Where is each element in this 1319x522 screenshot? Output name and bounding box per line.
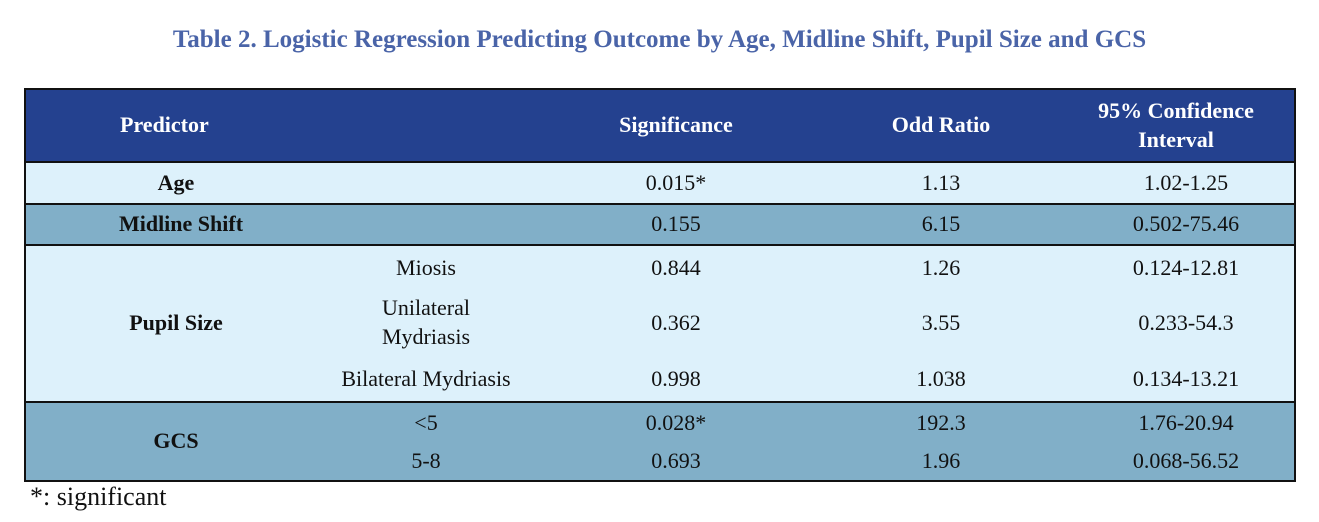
age-odd-ratio: 1.13 — [921, 169, 961, 195]
gcs-5-8-ci: 0.068-56.52 — [1132, 448, 1240, 474]
unilateral-significance: 0.362 — [651, 309, 701, 335]
gcs-under-5-ci: 1.76-20.94 — [1138, 409, 1234, 435]
row-label-age: Age — [157, 169, 195, 195]
gcs-under-5-odd-ratio: 192.3 — [916, 409, 966, 435]
gcs-5-8-significance: 0.693 — [651, 448, 701, 474]
gcs-sub-5-8: 5-8 — [411, 448, 441, 474]
age-significance: 0.015* — [645, 169, 707, 195]
row-label-gcs: GCS — [153, 428, 199, 454]
table-row: Age 0.015* 1.13 1.02-1.25 — [26, 161, 1294, 203]
unilateral-odd-ratio: 3.55 — [921, 309, 961, 335]
gcs-under-5-significance: 0.028* — [645, 409, 707, 435]
row-label-pupil-size: Pupil Size — [129, 310, 223, 336]
gcs-5-8-odd-ratio: 1.96 — [921, 448, 961, 474]
pupil-sub-miosis: Miosis — [396, 254, 456, 280]
age-ci: 1.02-1.25 — [1143, 169, 1229, 195]
table-title: Table 2. Logistic Regression Predicting … — [172, 26, 1147, 53]
footnote: *: significant — [30, 482, 167, 511]
table-row: Midline Shift 0.155 6.15 0.502-75.46 — [26, 203, 1294, 244]
header-significance: Significance — [619, 112, 733, 138]
midline-odd-ratio: 6.15 — [921, 211, 961, 237]
pupil-sub-unilateral-mydriasis: Unilateral Mydriasis — [382, 295, 470, 349]
table-header-row: Predictor Significance Odd Ratio 95% Con… — [26, 90, 1294, 161]
table-row-group: Pupil Size Miosis 0.844 1.26 0.124-12.81… — [26, 244, 1294, 401]
unilateral-ci: 0.233-54.3 — [1138, 309, 1234, 335]
bilateral-significance: 0.998 — [651, 365, 701, 391]
miosis-odd-ratio: 1.26 — [921, 254, 961, 280]
gcs-sub-under-5: <5 — [414, 409, 438, 435]
header-predictor: Predictor — [120, 112, 209, 138]
bilateral-ci: 0.134-13.21 — [1132, 365, 1240, 391]
midline-significance: 0.155 — [651, 211, 701, 237]
table-row-group: GCS <5 0.028* 192.3 1.76-20.94 5-8 0.693… — [26, 401, 1294, 480]
header-odd-ratio: Odd Ratio — [891, 112, 991, 138]
midline-ci: 0.502-75.46 — [1132, 211, 1240, 237]
row-label-midline-shift: Midline Shift — [118, 211, 244, 237]
miosis-significance: 0.844 — [651, 254, 701, 280]
header-confidence-interval: 95% Confidence Interval — [1098, 97, 1254, 152]
bilateral-odd-ratio: 1.038 — [916, 365, 966, 391]
regression-table: Predictor Significance Odd Ratio 95% Con… — [24, 88, 1296, 482]
pupil-sub-bilateral-mydriasis: Bilateral Mydriasis — [341, 365, 511, 391]
miosis-ci: 0.124-12.81 — [1132, 254, 1240, 280]
